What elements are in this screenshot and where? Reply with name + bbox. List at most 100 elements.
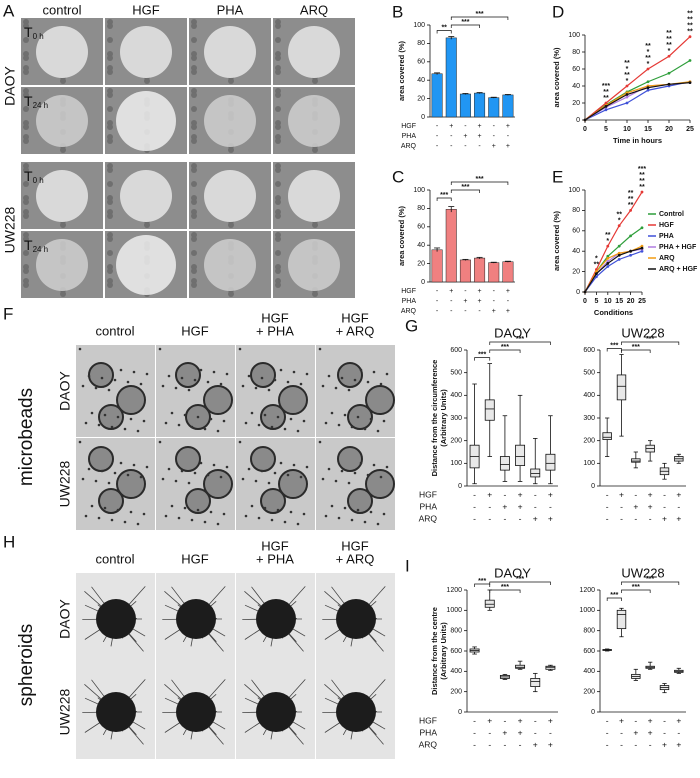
condition-sign: - <box>473 739 476 749</box>
cell <box>327 467 331 471</box>
texture <box>23 282 29 288</box>
cell <box>142 512 146 516</box>
x-axis-label: Conditions <box>594 308 633 317</box>
y-tick-label: 80 <box>572 49 580 56</box>
cell <box>199 461 203 465</box>
y-axis-label: area covered (%) <box>397 40 406 101</box>
significance-label: ** <box>624 72 630 79</box>
condition-name: ARQ <box>401 308 417 315</box>
point <box>606 265 610 268</box>
condition-sign: - <box>473 513 476 523</box>
significance-label: ** <box>687 29 693 36</box>
significance-label: *** <box>516 336 524 343</box>
box <box>515 664 526 669</box>
time-base: T <box>24 168 33 184</box>
condition-sign: - <box>634 513 637 523</box>
y-tick-label: 100 <box>450 460 462 467</box>
y-tick-label: 500 <box>450 370 462 377</box>
spheroid <box>336 692 376 732</box>
point <box>667 54 671 58</box>
condition-name: HGF <box>419 489 437 499</box>
significance-label: ** <box>441 24 447 31</box>
cell <box>372 463 376 467</box>
condition-sign: + <box>478 298 482 305</box>
scratch-area <box>288 239 340 291</box>
cell <box>132 463 136 467</box>
cell <box>296 429 300 433</box>
condition-sign: - <box>488 513 491 523</box>
condition-sign: - <box>436 133 439 140</box>
bead <box>98 404 124 430</box>
condition-sign: + <box>676 739 681 749</box>
texture <box>23 124 29 130</box>
significance-label: * <box>606 238 609 245</box>
chart-title: DAOY <box>494 565 531 580</box>
condition-sign: - <box>450 298 453 305</box>
point <box>646 80 650 84</box>
condition-sign: - <box>488 727 491 737</box>
y-tick-label: 1200 <box>579 587 595 594</box>
texture <box>228 291 234 297</box>
cell <box>219 475 223 479</box>
significance-label: ** <box>687 23 693 30</box>
cell <box>87 467 91 471</box>
cell <box>347 388 351 392</box>
texture <box>107 55 113 61</box>
condition-sign: - <box>634 489 637 499</box>
condition-sign: - <box>549 501 552 511</box>
significance-bracket <box>489 581 551 585</box>
texture <box>191 282 197 288</box>
cell-line-label: DAOY <box>2 66 18 106</box>
texture <box>107 213 113 219</box>
condition-sign: - <box>606 727 609 737</box>
cell <box>369 510 373 514</box>
condition-sign: - <box>473 489 476 499</box>
significance-label: *** <box>632 584 640 591</box>
cell <box>324 421 328 425</box>
cell <box>136 429 140 433</box>
cell <box>254 479 258 483</box>
bead <box>278 385 308 415</box>
point <box>617 224 621 228</box>
column-header: control <box>42 2 81 17</box>
y-axis-label: area covered (%) <box>552 210 561 271</box>
condition-sign: + <box>648 501 653 511</box>
condition-sign: + <box>648 489 653 499</box>
texture <box>23 69 29 75</box>
cell <box>187 388 191 392</box>
significance-label: ** <box>603 95 609 102</box>
legend-label: ARQ <box>659 255 675 262</box>
bar <box>502 261 514 283</box>
condition-sign: - <box>663 501 666 511</box>
condition-sign: - <box>606 501 609 511</box>
panel-letter: D <box>552 2 564 21</box>
cell-line-label: UW228 <box>57 460 73 507</box>
condition-sign: + <box>548 715 553 725</box>
time-base: T <box>24 237 33 253</box>
cell <box>174 386 178 390</box>
condition-name: ARQ <box>419 513 438 523</box>
x-tick-label: 10 <box>604 298 612 305</box>
texture <box>107 282 113 288</box>
cell <box>225 372 229 376</box>
condition-sign: + <box>449 288 453 295</box>
cell <box>219 382 223 386</box>
texture <box>275 213 281 219</box>
scratch-area <box>120 26 172 78</box>
y-tick-label: 40 <box>417 242 425 249</box>
cell <box>327 374 331 378</box>
cell <box>193 471 197 475</box>
cell <box>318 440 322 444</box>
texture <box>275 268 281 274</box>
significance-label: *** <box>602 83 610 90</box>
side-label: spheroids <box>16 624 37 706</box>
scratch-area <box>204 95 256 147</box>
point <box>667 82 671 86</box>
condition-sign: - <box>503 715 506 725</box>
significance-label: ** <box>666 42 672 49</box>
box <box>545 665 556 670</box>
texture <box>275 69 281 75</box>
x-tick-label: 15 <box>615 298 623 305</box>
cell <box>267 481 271 485</box>
box <box>499 456 510 471</box>
